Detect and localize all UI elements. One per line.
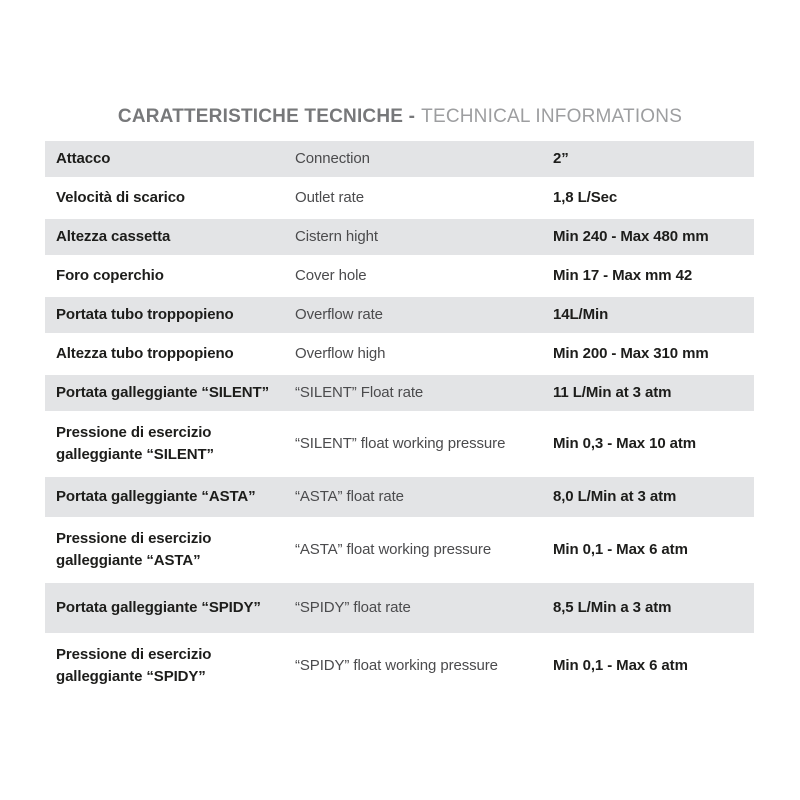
technical-spec-table: Attacco Connection 2” Velocità di scaric… [45,141,754,699]
table-row-spidy-working-pressure: Pressione di esercizio galleggiante “SPI… [45,636,754,696]
spec-value: Min 0,3 - Max 10 atm [553,435,697,452]
spec-label-en: Overflow high [295,345,386,362]
spec-label-en: “SPIDY” float working pressure [295,657,498,674]
table-row-connection: Attacco Connection 2” [45,141,754,177]
spec-label-en: “ASTA” float working pressure [295,541,492,558]
spec-label-it: Altezza cassetta [56,228,171,245]
spec-value: 11 L/Min at 3 atm [553,384,672,401]
spec-label-it: Pressione di esercizio galleggiante “AST… [56,530,212,569]
table-row-silent-working-pressure: Pressione di esercizio galleggiante “SIL… [45,414,754,474]
spec-label-it: Portata galleggiante “SILENT” [56,384,269,401]
spec-label-en: “SILENT” Float rate [295,384,424,401]
table-row-asta-working-pressure: Pressione di esercizio galleggiante “AST… [45,520,754,580]
spec-label-en: “SPIDY” float rate [295,599,411,616]
spec-label-it: Velocità di scarico [56,189,185,206]
spec-label-it: Pressione di esercizio galleggiante “SIL… [56,424,214,463]
spec-label-en: Outlet rate [295,189,364,206]
spec-label-en: “ASTA” float rate [295,488,404,505]
table-row-overflow-height: Altezza tubo troppopieno Overflow high M… [45,336,754,372]
table-row-overflow-rate: Portata tubo troppopieno Overflow rate 1… [45,297,754,333]
spec-label-en: Cover hole [295,267,367,284]
spec-label-it: Portata galleggiante “SPIDY” [56,599,261,616]
spec-label-it: Pressione di esercizio galleggiante “SPI… [56,646,212,685]
spec-value: Min 200 - Max 310 mm [553,345,709,362]
spec-value: 8,5 L/Min a 3 atm [553,599,672,616]
spec-label-en: Connection [295,150,370,167]
spec-label-it: Portata galleggiante “ASTA” [56,488,256,505]
spec-value: Min 0,1 - Max 6 atm [553,657,688,674]
spec-value: 14L/Min [553,306,609,323]
table-row-outlet-rate: Velocità di scarico Outlet rate 1,8 L/Se… [45,180,754,216]
spec-value: Min 0,1 - Max 6 atm [553,541,688,558]
spec-value: 8,0 L/Min at 3 atm [553,488,677,505]
page-title: CARATTERISTICHE TECNICHE - TECHNICAL INFO… [0,106,800,128]
page-title-english: TECHNICAL INFORMATIONS [421,106,683,127]
spec-label-it: Attacco [56,150,111,167]
spec-label-en: “SILENT” float working pressure [295,435,506,452]
spec-label-it: Altezza tubo troppopieno [56,345,234,362]
table-row-cistern-height: Altezza cassetta Cistern hight Min 240 -… [45,219,754,255]
spec-value: 2” [553,150,569,167]
spec-value: Min 240 - Max 480 mm [553,228,709,245]
spec-label-it: Portata tubo troppopieno [56,306,234,323]
page-title-italian: CARATTERISTICHE TECNICHE - [117,106,416,127]
table-row-spidy-float-rate: Portata galleggiante “SPIDY” “SPIDY” flo… [45,583,754,633]
table-row-cover-hole: Foro coperchio Cover hole Min 17 - Max m… [45,258,754,294]
spec-label-en: Cistern hight [295,228,378,245]
spec-label-it: Foro coperchio [56,267,164,284]
spec-value: Min 17 - Max mm 42 [553,267,693,284]
spec-value: 1,8 L/Sec [553,189,618,206]
spec-label-en: Overflow rate [295,306,383,323]
table-row-asta-float-rate: Portata galleggiante “ASTA” “ASTA” float… [45,477,754,517]
table-row-silent-float-rate: Portata galleggiante “SILENT” “SILENT” F… [45,375,754,411]
